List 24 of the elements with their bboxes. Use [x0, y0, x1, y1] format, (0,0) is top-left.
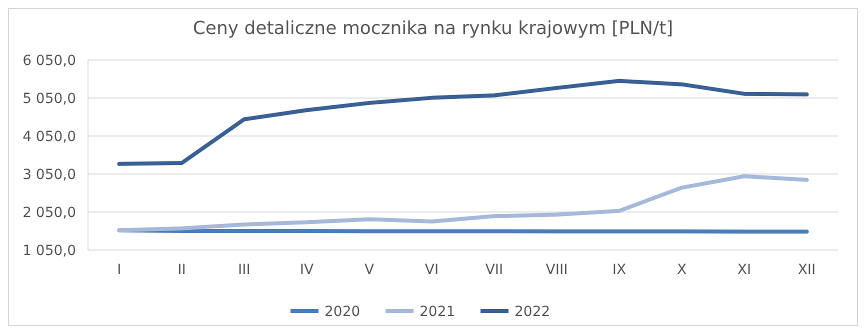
chart-title: Ceny detaliczne mocznika na rynku krajowym [PLN/t]	[192, 18, 674, 39]
line-series	[117, 174, 809, 232]
line-series	[117, 78, 809, 166]
x-tick-label: XI	[737, 262, 752, 278]
y-tick-label: 4 050,0	[22, 128, 76, 145]
x-tick-label: V	[364, 262, 374, 278]
y-tick-label: 1 050,0	[22, 242, 76, 259]
legend-label: 2022	[514, 304, 550, 320]
x-tick-label: III	[238, 262, 250, 278]
x-tick-label: II	[178, 262, 186, 278]
x-tick-label: I	[117, 262, 122, 278]
legend-label: 2020	[324, 304, 360, 320]
x-tick-label: X	[676, 262, 687, 278]
x-tick-label: VI	[424, 262, 439, 278]
y-tick-label: 5 050,0	[22, 90, 76, 107]
x-tick-label: VIII	[546, 262, 568, 278]
x-tick-label: IV	[300, 262, 314, 278]
legend-label: 2021	[420, 304, 456, 320]
y-tick-label: 2 050,0	[22, 204, 76, 221]
y-tick-label: 3 050,0	[22, 166, 76, 183]
x-tick-label: VII	[485, 262, 504, 278]
x-tick-label: IX	[612, 262, 627, 278]
x-tick-label: XII	[798, 262, 816, 278]
y-tick-label: 6 050,0	[22, 52, 76, 69]
